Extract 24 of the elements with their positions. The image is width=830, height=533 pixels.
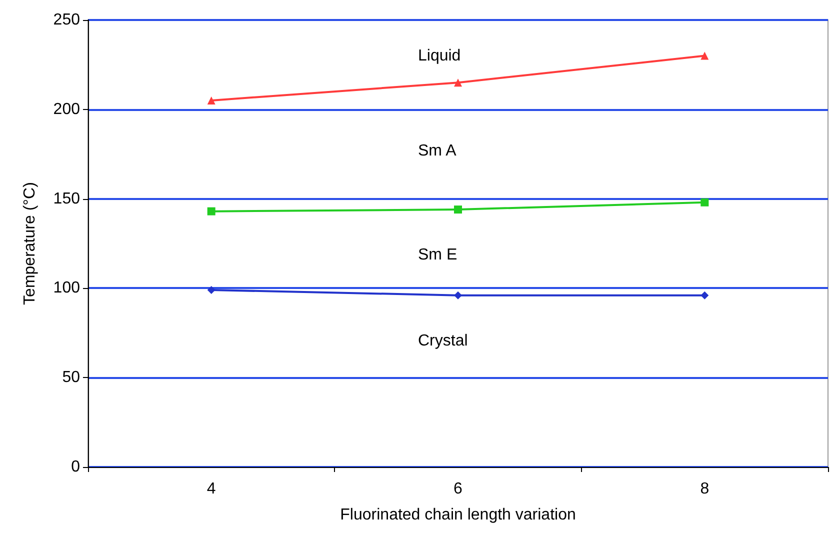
- x-tick-label: 6: [454, 480, 463, 498]
- point: [454, 206, 462, 214]
- point: [454, 291, 462, 300]
- y-axis-title: Temperature (°C): [22, 182, 38, 305]
- x-tick-label: 4: [206, 480, 216, 498]
- y-tick-label: 150: [53, 190, 80, 208]
- y-tick-label: 250: [53, 12, 80, 28]
- point: [700, 291, 709, 300]
- point: [207, 207, 216, 216]
- y-tick-label: 100: [53, 280, 80, 297]
- x-tick-label: 8: [700, 480, 710, 498]
- point: [207, 96, 216, 104]
- annotation: Crystal: [418, 332, 468, 350]
- point: [207, 286, 216, 294]
- annotation: Sm A: [418, 142, 457, 160]
- x-axis-title: Fluorinated chain length variation: [340, 506, 576, 524]
- annotation: Liquid: [418, 48, 461, 64]
- point: [700, 198, 709, 206]
- y-tick-label: 50: [62, 369, 80, 386]
- y-tick-label: 200: [53, 100, 80, 118]
- point: [700, 52, 709, 60]
- y-tick-label: 0: [71, 458, 80, 476]
- annotation: Sm E: [418, 246, 458, 264]
- point: [454, 78, 462, 87]
